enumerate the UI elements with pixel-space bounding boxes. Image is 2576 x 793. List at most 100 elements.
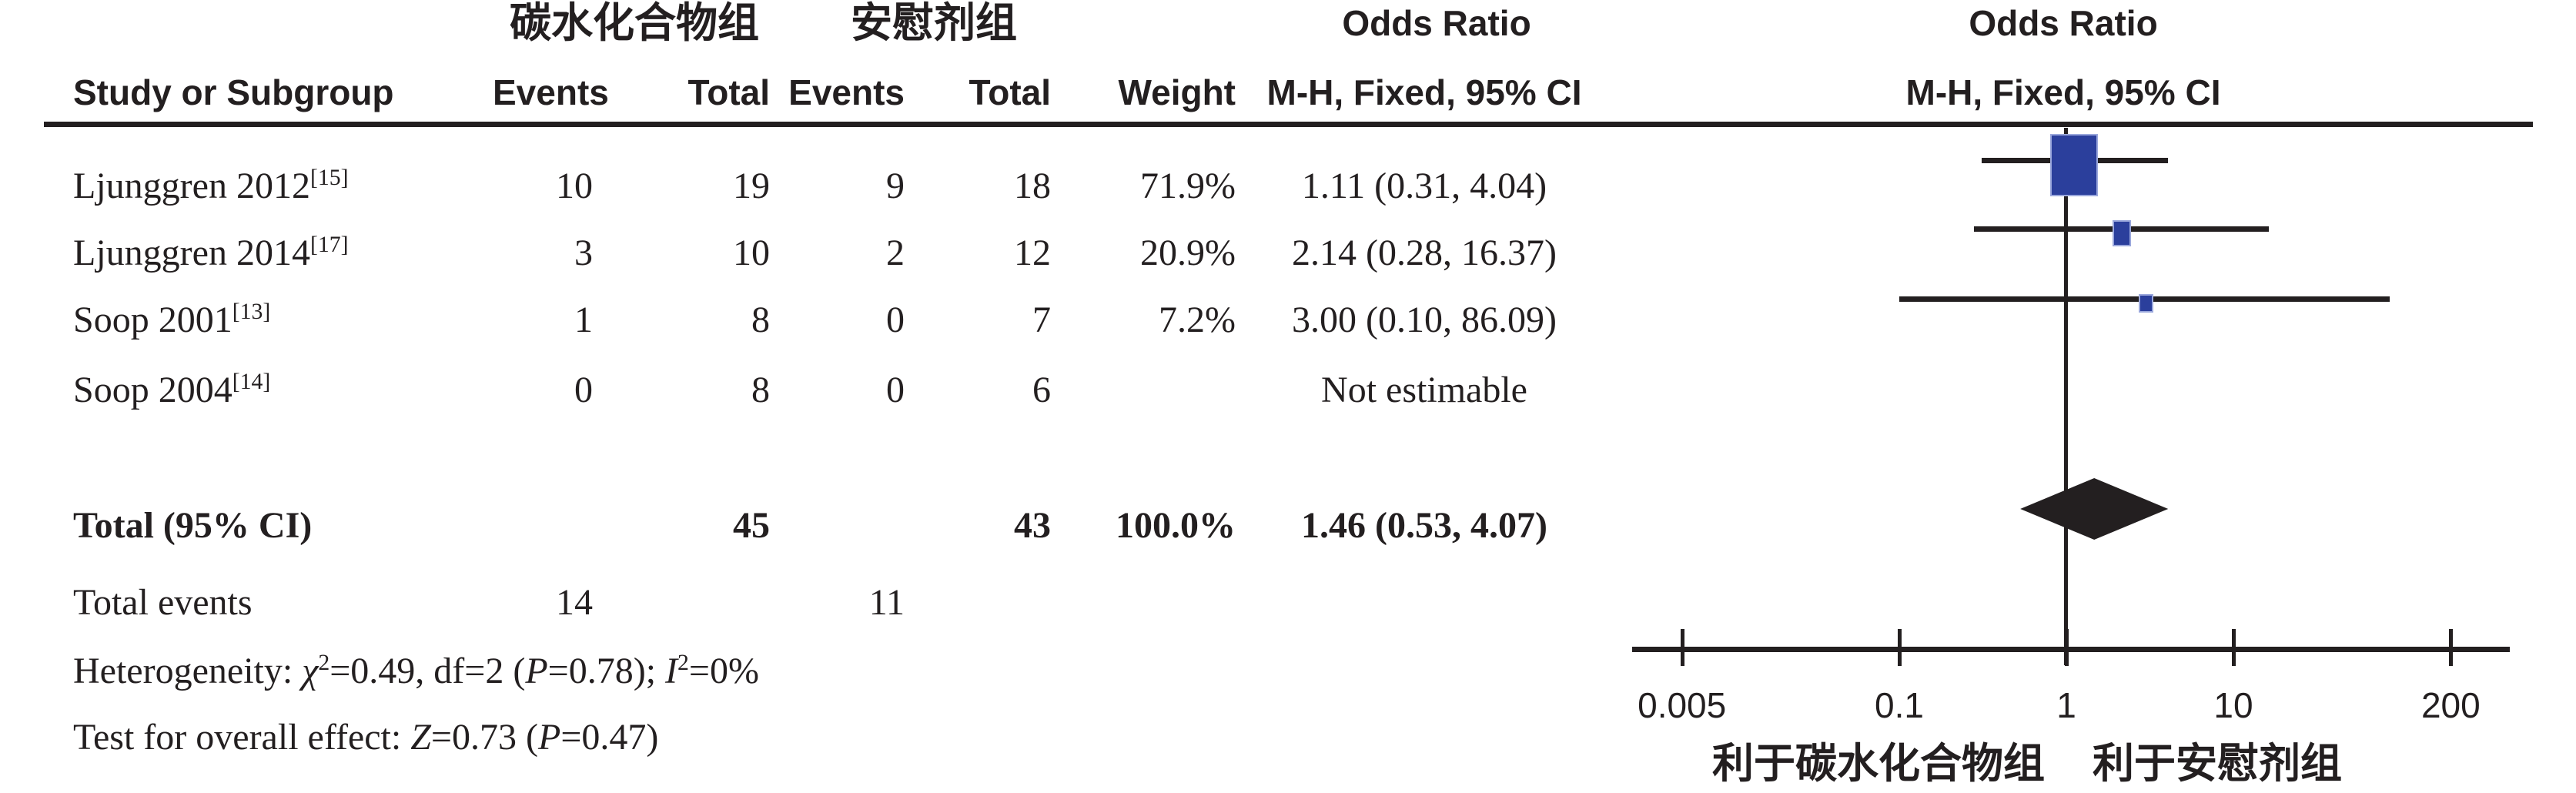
total-events-row: Total events 14 11 (42, 580, 1613, 626)
summary-diamond (2020, 478, 2169, 540)
total-events-label: Total events (73, 582, 253, 623)
stat-text-part: I (665, 651, 678, 691)
axis-tick (1680, 629, 1684, 666)
total-events-e1: 14 (556, 582, 593, 623)
total2-column-header: Total (969, 72, 1051, 112)
axis-tick-label: 1 (2056, 685, 2076, 725)
total-e1-cell (493, 503, 593, 549)
stat-text-part: 2 (677, 650, 689, 675)
study-label: Soop 2004[14] (73, 369, 271, 410)
total2-cell: 18 (1014, 166, 1051, 206)
events1-cell: 0 (574, 370, 593, 410)
axis-tick (2232, 629, 2236, 666)
stat-text-part: P (537, 717, 561, 758)
total1-column-header: Total (687, 72, 770, 112)
axis-tick-label: 200 (2420, 685, 2481, 725)
study-label: Soop 2001[13] (73, 299, 271, 340)
stat-text-part: P (525, 651, 548, 691)
group2-header: 安慰剂组 (851, 0, 1017, 46)
axis-tick-label: 0.005 (1638, 685, 1727, 725)
stat-text-part: χ (302, 651, 319, 691)
weight-cell: 20.9% (1140, 233, 1236, 273)
empty-cell (905, 580, 1051, 626)
axis-tick (2065, 629, 2069, 666)
ci-cell: 1.11 (0.31, 4.04) (1301, 166, 1547, 206)
weight-cell: 7.2% (1159, 299, 1236, 340)
study-row: Ljunggren 2014[17] 3 10 2 12 20.9% 2.14 (0.28,… (42, 230, 1613, 276)
study-column-header: Study or Subgroup (73, 72, 394, 112)
total-label: Total (95% CI) (73, 505, 313, 546)
weight-square (2113, 222, 2129, 245)
x-axis-line (1632, 647, 2510, 652)
null-effect-line (2064, 128, 2068, 665)
total-t1-cell: 45 (733, 505, 770, 546)
weight-cell (1051, 367, 1236, 413)
study-reference-superscript: [14] (232, 369, 271, 394)
events2-cell: 0 (886, 370, 905, 410)
total2-cell: 12 (1014, 233, 1051, 273)
group1-header: 碳水化合物组 (510, 0, 759, 46)
odds-ratio-header-left: Odds Ratio (1342, 3, 1531, 43)
mh-fixed-header-left: M-H, Fixed, 95% CI (1266, 72, 1582, 112)
empty-cell (1051, 580, 1236, 626)
ci-cell: 2.14 (0.28, 16.37) (1292, 233, 1557, 273)
total2-cell: 6 (1032, 370, 1051, 410)
favors-left-label: 利于碳水化合物组 (1712, 741, 2045, 787)
events1-cell: 10 (556, 166, 593, 206)
weight-square (2051, 135, 2096, 195)
ci-cell: 3.00 (0.10, 86.09) (1292, 299, 1557, 340)
stat-text-part: =0.73 ( (430, 717, 538, 758)
odds-ratio-header-right: Odds Ratio (1969, 3, 2158, 43)
total1-cell: 8 (751, 370, 770, 410)
study-reference-superscript: [15] (309, 165, 349, 190)
mh-fixed-header-right: M-H, Fixed, 95% CI (1905, 72, 2221, 112)
total1-cell: 19 (733, 166, 770, 206)
study-label: Ljunggren 2014[17] (73, 232, 349, 273)
header-rule (44, 122, 2533, 127)
study-label: Ljunggren 2012[15] (73, 165, 349, 206)
weight-square (2140, 296, 2153, 311)
axis-tick-label: 0.1 (1875, 685, 1924, 725)
axis-tick-label: 10 (2213, 685, 2253, 725)
stat-text-part: =0.49, df=2 ( (330, 651, 526, 691)
axis-tick (2449, 629, 2454, 666)
events1-cell: 1 (574, 299, 593, 340)
total1-cell: 10 (733, 233, 770, 273)
stat-text-part: =0% (688, 651, 759, 691)
heterogeneity-line: Heterogeneity: χ2=0.49, df=2 (P=0.78); I… (73, 648, 759, 694)
stat-text-part: 2 (318, 650, 330, 675)
total-weight-cell: 100.0% (1116, 505, 1236, 546)
empty-cell (1236, 580, 1613, 626)
study-row: Ljunggren 2012[15] 10 19 9 18 71.9% 1.11 (0.31… (42, 163, 1613, 209)
study-row: Soop 2004[14] 0 8 0 6 Not estimable (42, 367, 1613, 413)
events2-cell: 9 (886, 166, 905, 206)
weight-cell: 71.9% (1140, 166, 1236, 206)
events1-cell: 3 (574, 233, 593, 273)
study-row: Soop 2001[13] 1 8 0 7 7.2% 3.00 (0.10, 86.09) (42, 297, 1613, 343)
stat-text-part: Heterogeneity: (73, 651, 303, 691)
stat-text-part: Z (410, 717, 431, 758)
stat-text-part: Test for overall effect: (73, 717, 411, 758)
total-row: Total (95% CI) 45 43 100.0% 1.46 (0.53, … (42, 503, 1613, 549)
favors-right-label: 利于安慰剂组 (2093, 741, 2342, 787)
total-t2-cell: 43 (1014, 505, 1051, 546)
events2-cell: 0 (886, 299, 905, 340)
events2-column-header: Events (788, 72, 905, 112)
total-e2-cell (770, 503, 905, 549)
stat-text-part: =0.47) (560, 717, 659, 758)
total-ci-cell: 1.46 (0.53, 4.07) (1301, 505, 1547, 546)
events1-column-header: Events (493, 72, 609, 112)
ci-cell: Not estimable (1321, 370, 1527, 410)
stat-text-part: =0.78); (547, 651, 666, 691)
column-header-row: Study or Subgroup Events Total Events To… (42, 69, 1613, 115)
empty-cell (593, 580, 770, 626)
total1-cell: 8 (751, 299, 770, 340)
events2-cell: 2 (886, 233, 905, 273)
weight-column-header: Weight (1118, 72, 1236, 112)
overall-effect-line: Test for overall effect: Z=0.73 (P=0.47) (73, 714, 658, 761)
study-reference-superscript: [13] (232, 299, 271, 324)
total2-cell: 7 (1032, 299, 1051, 340)
axis-tick (1898, 629, 1902, 666)
total-events-e2: 11 (868, 582, 905, 623)
